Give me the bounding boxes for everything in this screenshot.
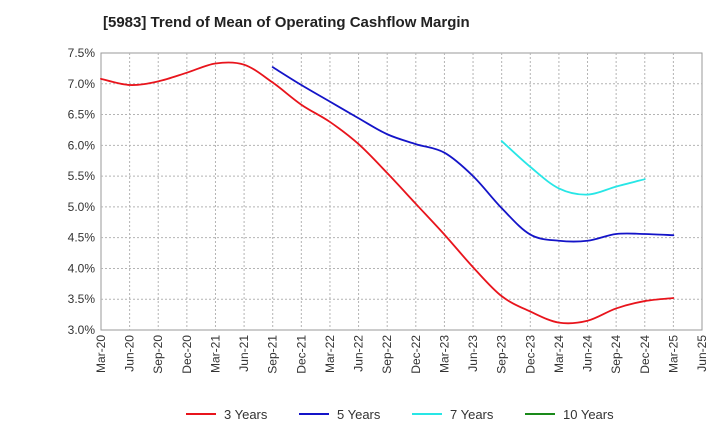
x-tick-label: Dec-23: [523, 335, 537, 374]
series-line-7-years: [500, 140, 646, 196]
series-line-5-years: [271, 66, 675, 243]
y-tick-label: 6.0%: [68, 138, 96, 152]
x-tick-label: Mar-23: [437, 335, 451, 373]
y-tick-label: 7.0%: [68, 77, 96, 91]
y-tick-label: 5.0%: [68, 200, 96, 214]
y-tick-label: 3.0%: [68, 323, 96, 337]
x-tick-label: Dec-20: [180, 335, 194, 374]
x-tick-label: Jun-25: [695, 335, 709, 372]
x-tick-label: Sep-20: [151, 335, 165, 374]
x-tick-label: Mar-22: [323, 335, 337, 373]
x-tick-label: Mar-21: [208, 335, 222, 373]
x-tick-label: Mar-25: [666, 335, 680, 373]
y-tick-label: 4.5%: [68, 231, 96, 245]
x-tick-label: Sep-24: [609, 335, 623, 374]
x-tick-label: Jun-21: [237, 335, 251, 372]
y-tick-label: 7.5%: [68, 46, 96, 60]
y-tick-label: 4.0%: [68, 261, 96, 275]
x-tick-label: Mar-24: [552, 335, 566, 373]
x-tick-label: Dec-22: [409, 335, 423, 374]
legend-label-5-years: 5 Years: [337, 407, 381, 422]
x-tick-label: Dec-24: [638, 335, 652, 374]
series-line-3-years: [100, 61, 675, 325]
x-tick-label: Jun-23: [466, 335, 480, 372]
x-tick-label: Mar-20: [94, 335, 108, 373]
y-tick-label: 5.5%: [68, 169, 96, 183]
x-tick-label: Jun-24: [581, 335, 595, 372]
x-tick-label: Sep-22: [380, 335, 394, 374]
x-tick-label: Jun-22: [352, 335, 366, 372]
chart-title: [5983] Trend of Mean of Operating Cashfl…: [103, 14, 470, 31]
x-tick-label: Dec-21: [294, 335, 308, 374]
plot-area: [100, 52, 703, 331]
x-tick-label: Sep-23: [495, 335, 509, 374]
x-tick-label: Jun-20: [123, 335, 137, 372]
y-tick-label: 3.5%: [68, 292, 96, 306]
x-tick-label: Sep-21: [266, 335, 280, 374]
legend-label-7-years: 7 Years: [450, 407, 494, 422]
legend-label-10-years: 10 Years: [563, 407, 614, 422]
legend-label-3-years: 3 Years: [224, 407, 268, 422]
y-tick-label: 6.5%: [68, 108, 96, 122]
